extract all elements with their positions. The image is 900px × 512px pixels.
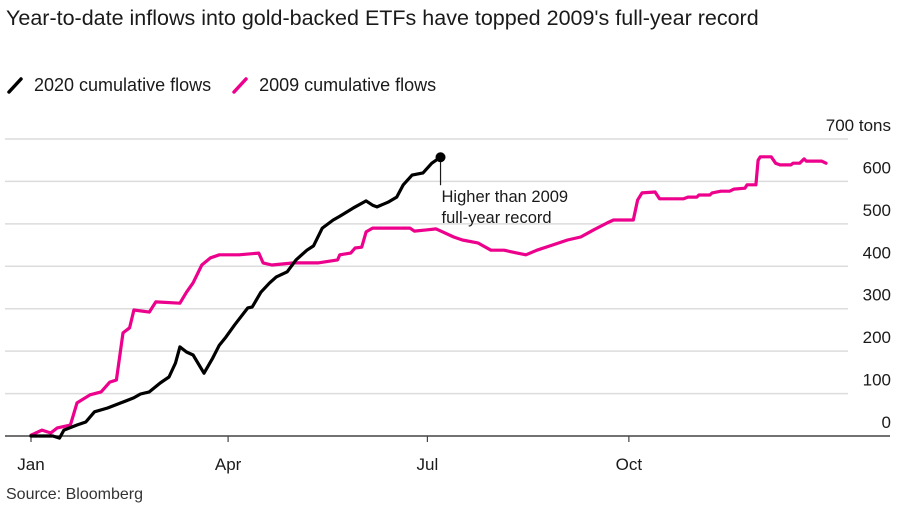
legend: 2020 cumulative flows 2009 cumulative fl… — [6, 73, 456, 97]
series-line-2020 — [29, 155, 443, 440]
chart-title: Year-to-date inflows into gold-backed ET… — [6, 6, 759, 30]
y-tick-label: 700 tons — [826, 116, 891, 135]
series-end-dot — [435, 152, 446, 163]
annotation-text: full-year record — [442, 209, 552, 227]
legend-label: 2020 cumulative flows — [34, 75, 212, 95]
y-tick-label: 300 — [863, 286, 891, 305]
gridlines — [5, 138, 848, 395]
x-tick-label: Jul — [417, 455, 439, 474]
slash-line-icon — [7, 77, 23, 94]
y-tick-label: 400 — [863, 243, 891, 262]
source-note: Source: Bloomberg — [6, 486, 143, 503]
legend-label: 2009 cumulative flows — [259, 75, 437, 95]
slash-line-icon — [232, 77, 248, 94]
series-line-2009 — [29, 155, 828, 437]
series-lines — [29, 155, 828, 440]
y-tick-label: 500 — [863, 201, 891, 220]
x-tick-label: Oct — [616, 455, 643, 474]
x-tick-label: Jan — [17, 455, 44, 474]
annotation-text: Higher than 2009 — [442, 188, 569, 206]
annotation: Higher than 2009 full-year record — [435, 152, 569, 227]
x-tick-label: Apr — [215, 455, 242, 474]
y-tick-label: 0 — [882, 413, 891, 432]
legend-item-2020: 2020 cumulative flows — [6, 73, 211, 97]
y-axis-labels: 700 tons 600 500 400 300 200 100 0 — [826, 116, 891, 432]
x-axis: Jan Apr Jul Oct — [5, 435, 890, 474]
y-tick-label: 600 — [863, 158, 891, 177]
y-tick-label: 200 — [863, 328, 891, 347]
legend-item-2009: 2009 cumulative flows — [231, 73, 436, 97]
y-tick-label: 100 — [863, 371, 891, 390]
